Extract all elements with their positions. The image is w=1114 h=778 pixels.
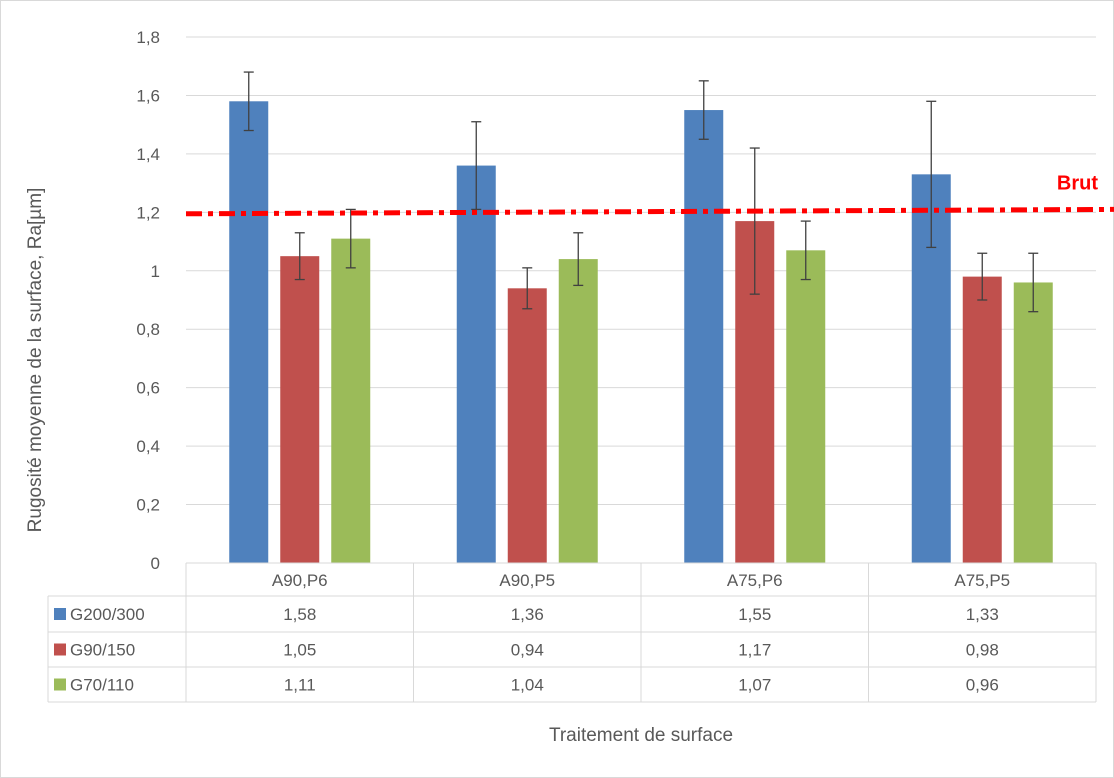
- legend-swatch: [54, 608, 66, 620]
- table-value: 0,94: [511, 641, 544, 660]
- table-value: 1,58: [283, 605, 316, 624]
- bar: [1013, 282, 1053, 563]
- reference-line: [185, 206, 1114, 217]
- table-value: 1,11: [284, 676, 316, 695]
- legend-label: G90/150: [70, 641, 135, 660]
- y-axis-title: Rugosité moyenne de la surface, Ra[µm]: [25, 188, 46, 533]
- bar: [229, 101, 269, 564]
- y-tick-label: 1,4: [136, 145, 160, 164]
- bar: [962, 276, 1002, 563]
- reference-line-label: Brut: [1057, 172, 1098, 194]
- table-value: 1,55: [738, 605, 771, 624]
- bar: [280, 256, 320, 563]
- bar: [456, 165, 496, 564]
- table-value: 1,04: [511, 676, 544, 695]
- legend-swatch: [54, 643, 66, 656]
- legend-swatch: [54, 678, 66, 691]
- bar: [331, 238, 371, 563]
- table-value: 0,96: [966, 676, 999, 695]
- bar: [558, 259, 598, 563]
- y-tick-label: 0,2: [136, 496, 160, 515]
- y-tick-label: 0,6: [136, 379, 160, 398]
- table-value: 1,36: [511, 605, 544, 624]
- y-tick-label: 0,8: [136, 320, 160, 339]
- table-value: 1,33: [966, 605, 999, 624]
- y-tick-label: 0: [151, 554, 160, 573]
- legend-label: G200/300: [70, 605, 145, 624]
- y-tick-label: 1,2: [136, 203, 160, 222]
- bar: [786, 250, 826, 564]
- table-value: 0,98: [966, 641, 999, 660]
- bar: [507, 288, 547, 563]
- x-category-label: A75,P5: [954, 571, 1010, 590]
- y-tick-label: 1: [151, 262, 160, 281]
- y-tick-label: 1,6: [136, 86, 160, 105]
- table-value: 1,17: [738, 641, 771, 660]
- bar: [684, 110, 724, 564]
- y-tick-label: 0,4: [136, 437, 160, 456]
- x-category-label: A75,P6: [727, 571, 783, 590]
- x-axis-title: Traitement de surface: [549, 725, 733, 746]
- table-value: 1,05: [283, 641, 316, 660]
- table-value: 1,07: [738, 676, 771, 695]
- x-category-label: A90,P5: [499, 571, 555, 590]
- legend-label: G70/110: [70, 676, 134, 695]
- y-tick-label: 1,8: [136, 28, 160, 47]
- x-category-label: A90,P6: [272, 571, 328, 590]
